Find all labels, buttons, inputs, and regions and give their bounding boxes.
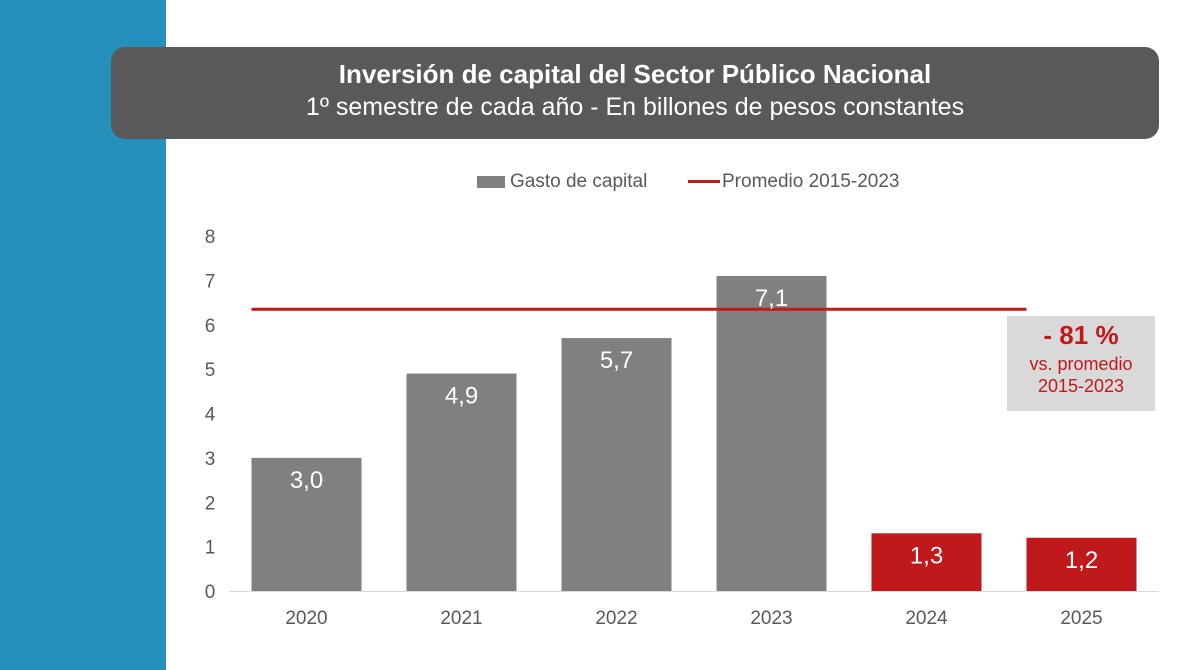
data-label: 1,2 [1065, 547, 1098, 574]
y-tick-label: 7 [205, 271, 216, 292]
title-banner: Inversión de capital del Sector Público … [111, 47, 1159, 139]
y-tick-label: 1 [205, 538, 216, 559]
y-tick-label: 2 [205, 493, 216, 514]
legend-line-label: Promedio 2015-2023 [722, 171, 900, 192]
data-label: 5,7 [600, 347, 633, 374]
chart-title: Inversión de capital del Sector Público … [338, 59, 932, 89]
y-tick-label: 4 [205, 405, 216, 426]
bar-2024 [871, 533, 982, 591]
bar-2023 [716, 275, 827, 591]
callout-line-2: 2015-2023 [1037, 376, 1125, 396]
callout-line-1: vs. promedio [1029, 354, 1133, 374]
bar-2025 [1026, 537, 1137, 591]
bar-2021 [406, 373, 517, 591]
x-tick-label: 2021 [440, 608, 482, 629]
y-tick-label: 0 [205, 582, 216, 603]
x-tick-label: 2023 [750, 608, 792, 629]
x-tick-label: 2025 [1060, 608, 1102, 629]
y-tick-label: 6 [205, 316, 216, 337]
y-tick-label: 8 [205, 227, 216, 248]
x-tick-label: 2022 [595, 608, 637, 629]
chart-subtitle: 1º semestre de cada año - En billones de… [305, 93, 965, 121]
callout-value: - 81 % [1043, 320, 1119, 350]
data-label: 7,1 [755, 285, 788, 312]
legend-line-swatch [688, 180, 720, 183]
y-tick-label: 5 [205, 360, 216, 381]
x-tick-label: 2020 [285, 608, 327, 629]
x-tick-label: 2024 [905, 608, 948, 629]
legend-bar-label: Gasto de capital [510, 171, 648, 192]
y-tick-label: 3 [205, 449, 216, 470]
data-label: 3,0 [290, 467, 323, 494]
data-label: 4,9 [445, 383, 478, 410]
bar-2022 [561, 338, 672, 591]
legend-bar-swatch [477, 176, 505, 188]
reduction-callout: - 81 % vs. promedio 2015-2023 [1007, 316, 1155, 411]
data-label: 1,3 [910, 542, 943, 569]
bar-2020 [251, 457, 362, 591]
legend: Gasto de capital Promedio 2015-2023 [0, 168, 1200, 198]
